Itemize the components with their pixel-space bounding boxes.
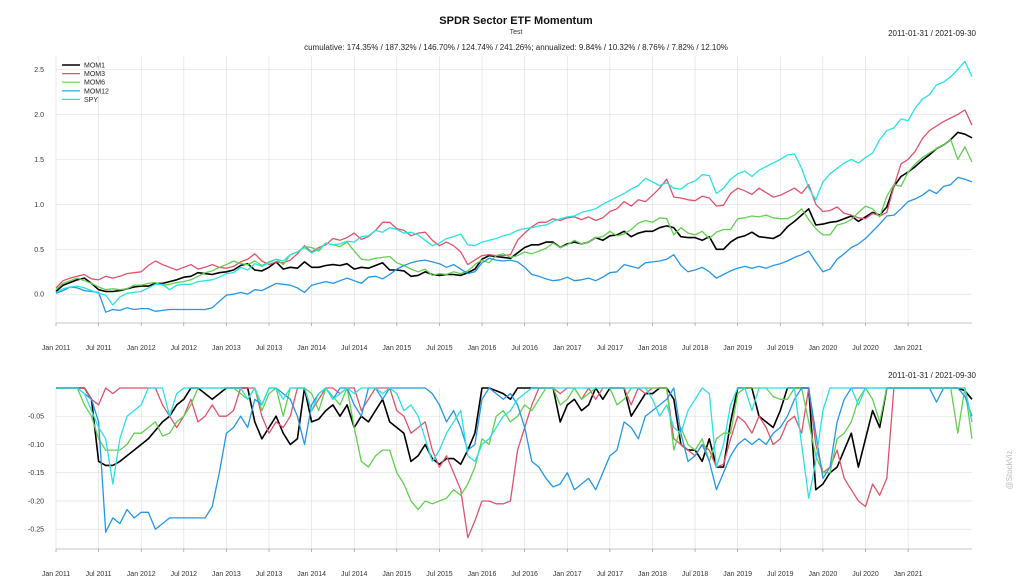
drawdown-panel: -0.05 -0.10 -0.15 -0.20 -0.25 Jan 2011 Jul 201…	[28, 387, 973, 578]
cumulative-series-mom12	[55, 176, 973, 313]
drawdown-x-tick-label: Jul 2019	[767, 571, 794, 578]
cumulative-x-tick-label: Jan 2021	[894, 345, 923, 352]
cumulative-series-mom6	[55, 138, 973, 291]
cumulative-x-tick-label: Jan 2014	[297, 345, 326, 352]
cumulative-panel: 0.0 0.5 1.0 1.5 2.0 2.5 Jan 2011 Jul 2011 Jan 20…	[34, 56, 973, 352]
drawdown-x-tick-label: Jul 2011	[86, 571, 112, 578]
chart-title: SPDR Sector ETF Momentum	[439, 15, 593, 27]
cumulative-x-tick-label: Jan 2016	[468, 345, 497, 352]
cumulative-y-tick-label: 0.0	[34, 292, 44, 299]
cumulative-series-spy	[55, 60, 973, 306]
drawdown-x-tick-label: Jul 2013	[256, 571, 283, 578]
drawdown-x-tick-label: Jul 2020	[852, 571, 879, 578]
drawdown-series-mom3	[56, 387, 973, 539]
stats-line: cumulative: 174.35% / 187.32% / 146.70% …	[304, 43, 728, 52]
drawdown-x-tick-label: Jan 2012	[127, 571, 156, 578]
drawdown-x-tick-label: Jan 2011	[42, 571, 70, 578]
cumulative-x-tick-label: Jan 2015	[382, 345, 411, 352]
legend-label-mom1: MOM1	[84, 63, 105, 70]
cumulative-y-tick-label: 2.5	[34, 67, 44, 74]
cumulative-x-tick-label: Jan 2017	[553, 345, 582, 352]
drawdown-y-tick-label: -0.10	[28, 442, 44, 449]
date-range-bottom: 2011-01-31 / 2021-09-30	[888, 371, 976, 380]
legend-label-mom6: MOM6	[84, 80, 105, 87]
cumulative-x-tick-label: Jul 2013	[256, 345, 283, 352]
drawdown-x-tick-label: Jan 2018	[638, 571, 667, 578]
drawdown-y-tick-label: -0.05	[28, 414, 44, 421]
legend-label-mom12: MOM12	[84, 88, 109, 95]
cumulative-x-tick-label: Jul 2014	[341, 345, 368, 352]
legend-label-spy: SPY	[84, 97, 98, 104]
drawdown-x-tick-label: Jan 2021	[894, 571, 923, 578]
drawdown-x-tick-label: Jul 2014	[341, 571, 368, 578]
drawdown-y-tick-label: -0.15	[28, 470, 44, 477]
drawdown-x-tick-label: Jan 2015	[382, 571, 411, 578]
drawdown-y-tick-label: -0.25	[28, 527, 44, 534]
cumulative-x-tick-label: Jan 2011	[42, 345, 70, 352]
cumulative-x-tick-label: Jul 2012	[171, 345, 198, 352]
drawdown-series-spy	[56, 387, 973, 499]
cumulative-x-tick-label: Jul 2019	[767, 345, 794, 352]
drawdown-x-tick-label: Jul 2018	[682, 571, 709, 578]
cumulative-x-tick-label: Jul 2016	[511, 345, 538, 352]
watermark: @StockViz	[1005, 450, 1014, 489]
cumulative-x-tick-label: Jul 2015	[426, 345, 453, 352]
cumulative-series-mom3	[55, 109, 973, 289]
cumulative-x-tick-label: Jan 2013	[212, 345, 241, 352]
drawdown-x-tick-label: Jul 2015	[426, 571, 453, 578]
drawdown-x-tick-label: Jan 2013	[212, 571, 241, 578]
cumulative-x-tick-label: Jan 2020	[808, 345, 837, 352]
drawdown-x-tick-label: Jul 2016	[511, 571, 538, 578]
drawdown-x-tick-label: Jan 2019	[723, 571, 752, 578]
date-range-top: 2011-01-31 / 2021-09-30	[888, 29, 976, 38]
drawdown-series-mom1	[56, 387, 973, 491]
chart-subtitle: Test	[510, 29, 523, 36]
drawdown-series-mom12	[56, 387, 973, 533]
drawdown-x-tick-label: Jan 2017	[553, 571, 582, 578]
drawdown-x-tick-label: Jan 2020	[808, 571, 837, 578]
cumulative-x-tick-label: Jul 2018	[682, 345, 709, 352]
drawdown-x-tick-label: Jul 2012	[171, 571, 198, 578]
drawdown-x-tick-label: Jan 2016	[468, 571, 497, 578]
cumulative-y-tick-label: 0.5	[34, 247, 44, 254]
legend-label-mom3: MOM3	[84, 71, 105, 78]
cumulative-x-tick-label: Jan 2018	[638, 345, 667, 352]
cumulative-x-tick-label: Jul 2011	[86, 345, 112, 352]
cumulative-series-mom1	[55, 131, 973, 293]
cumulative-x-tick-label: Jul 2017	[597, 345, 624, 352]
cumulative-x-tick-label: Jan 2012	[127, 345, 156, 352]
cumulative-y-tick-label: 2.0	[34, 112, 44, 119]
drawdown-y-tick-label: -0.20	[28, 498, 44, 505]
drawdown-x-tick-label: Jan 2014	[297, 571, 326, 578]
cumulative-y-tick-label: 1.0	[34, 202, 44, 209]
cumulative-x-tick-label: Jan 2019	[723, 345, 752, 352]
drawdown-x-tick-label: Jul 2017	[597, 571, 624, 578]
cumulative-y-tick-label: 1.5	[34, 157, 44, 164]
cumulative-x-tick-label: Jul 2020	[852, 345, 879, 352]
